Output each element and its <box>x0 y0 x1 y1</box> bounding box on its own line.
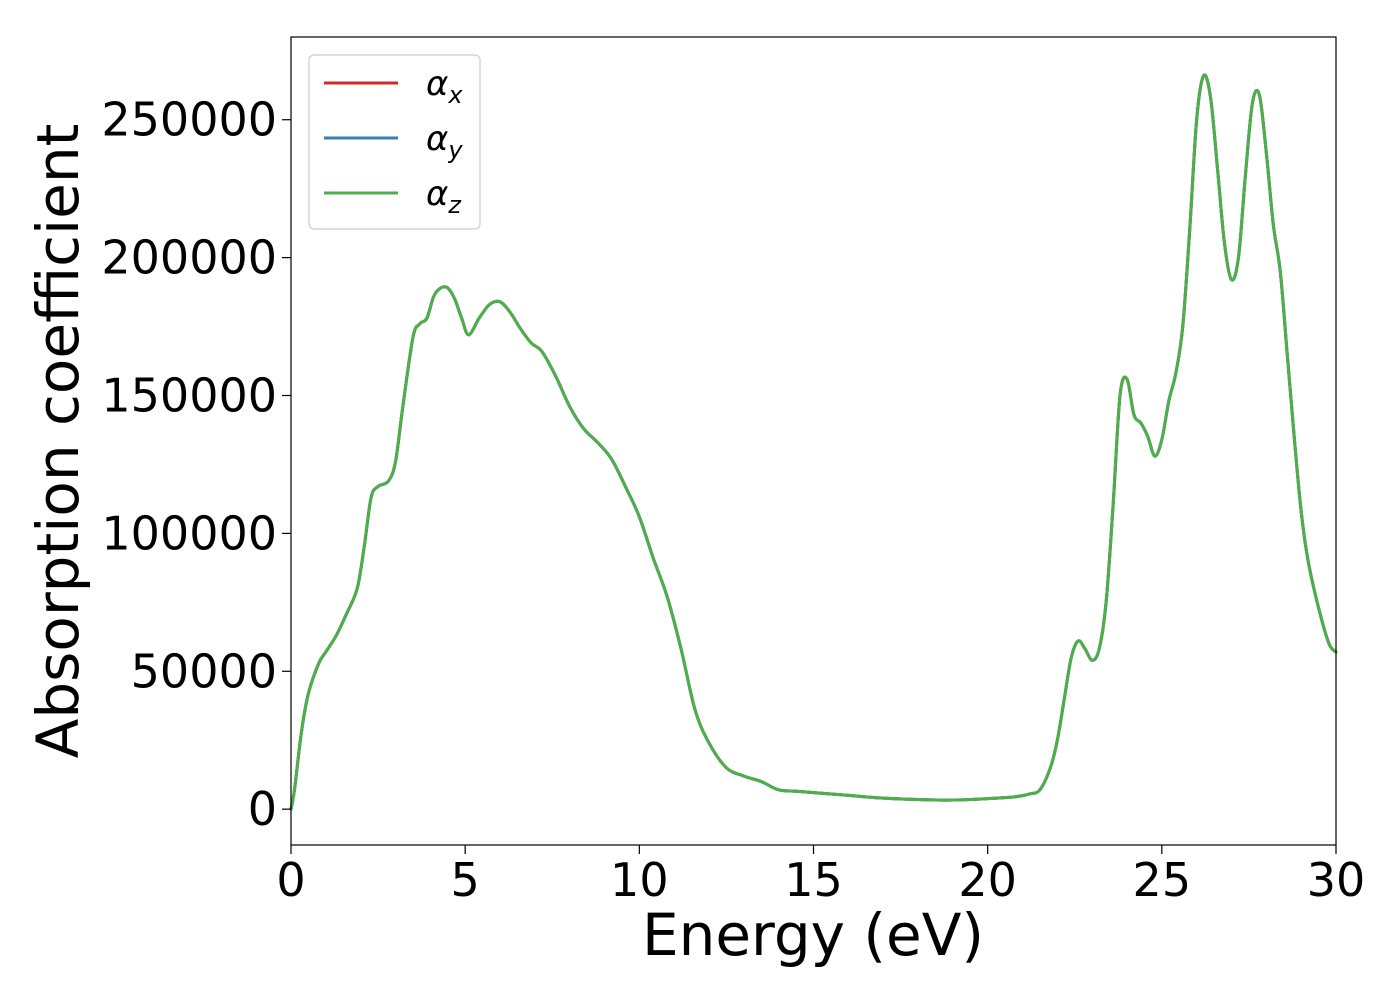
legend-box <box>308 54 481 230</box>
x-tick-label: 15 <box>784 853 843 907</box>
y-tick-label: 250000 <box>101 93 277 147</box>
series-line-3 <box>289 73 1338 811</box>
legend-label-y: αy <box>426 119 463 164</box>
y-tick-label: 50000 <box>131 644 277 698</box>
x-tick-label: 10 <box>610 853 669 907</box>
legend-items: αx αy αz <box>324 64 463 219</box>
x-axis-ticks: 0 5 10 15 20 25 30 <box>276 845 1365 907</box>
y-axis-title: Absorption coefficient <box>24 124 92 759</box>
legend-label-z: αz <box>426 174 462 219</box>
x-axis-title: Energy (eV) <box>642 901 984 969</box>
y-tick-label: 200000 <box>101 231 277 285</box>
y-axis-ticks: 0 50000 100000 150000 200000 250000 <box>101 93 291 836</box>
x-tick-label: 30 <box>1307 853 1366 907</box>
x-tick-label: 5 <box>451 853 480 907</box>
series-layer <box>289 73 1338 811</box>
x-tick-label: 20 <box>958 853 1017 907</box>
legend: αx αy αz <box>308 54 481 230</box>
legend-label-x: αx <box>426 64 463 109</box>
y-tick-label: 150000 <box>101 368 277 422</box>
y-tick-label: 0 <box>248 782 277 836</box>
x-tick-label: 25 <box>1133 853 1192 907</box>
y-tick-label: 100000 <box>101 506 277 560</box>
x-tick-label: 0 <box>276 853 305 907</box>
